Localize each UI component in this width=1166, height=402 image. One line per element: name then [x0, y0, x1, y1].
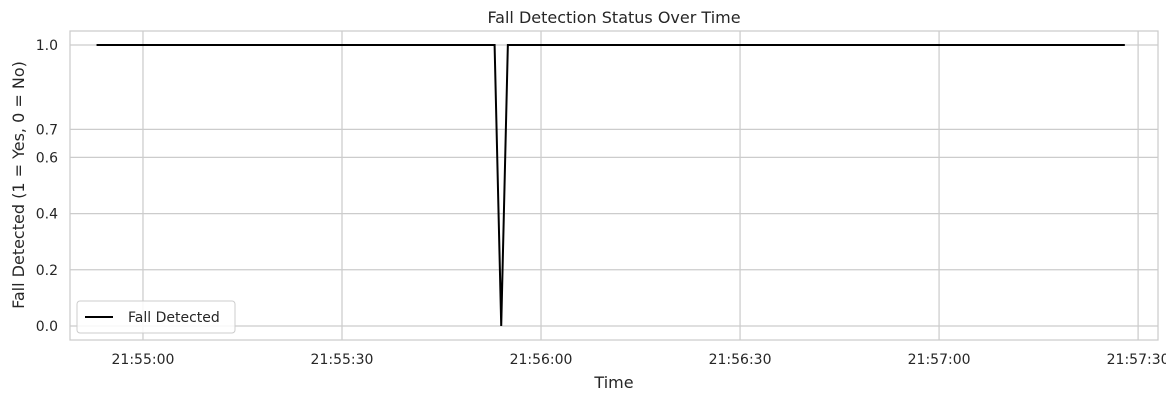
x-tick-labels: 21:55:00 21:55:30 21:56:00 21:56:30 21:57:00…: [112, 352, 1166, 368]
series-line-fall-detected: [96, 44, 1125, 326]
y-tick-label: 1.0: [36, 38, 58, 54]
legend-box: [76, 300, 236, 334]
x-tick-label: 21:57:30: [1107, 352, 1166, 368]
y-tick-label: 0.6: [36, 150, 58, 166]
y-axis-label: Fall Detected (1 = Yes, 0 = No): [9, 61, 28, 309]
y-tick-label: 0.4: [36, 207, 58, 223]
x-tick-label: 21:55:00: [112, 352, 175, 368]
series-group: [96, 44, 1125, 326]
x-tick-label: 21:57:00: [908, 352, 971, 368]
x-axis-label: Time: [593, 373, 633, 392]
y-tick-labels: 0.0 0.2 0.4 0.6 0.7 1.0: [36, 38, 58, 335]
legend-label: Fall Detected: [128, 310, 220, 326]
x-tick-label: 21:56:30: [709, 352, 772, 368]
y-tick-label: 0.2: [36, 263, 58, 279]
y-tick-label: 0.0: [36, 319, 58, 335]
x-tick-label: 21:55:30: [311, 352, 374, 368]
legend: Fall Detected: [76, 300, 236, 334]
x-tick-label: 21:56:00: [510, 352, 573, 368]
y-tick-label: 0.7: [36, 122, 58, 138]
chart-title: Fall Detection Status Over Time: [487, 8, 740, 27]
plot-frame: [69, 30, 1159, 341]
